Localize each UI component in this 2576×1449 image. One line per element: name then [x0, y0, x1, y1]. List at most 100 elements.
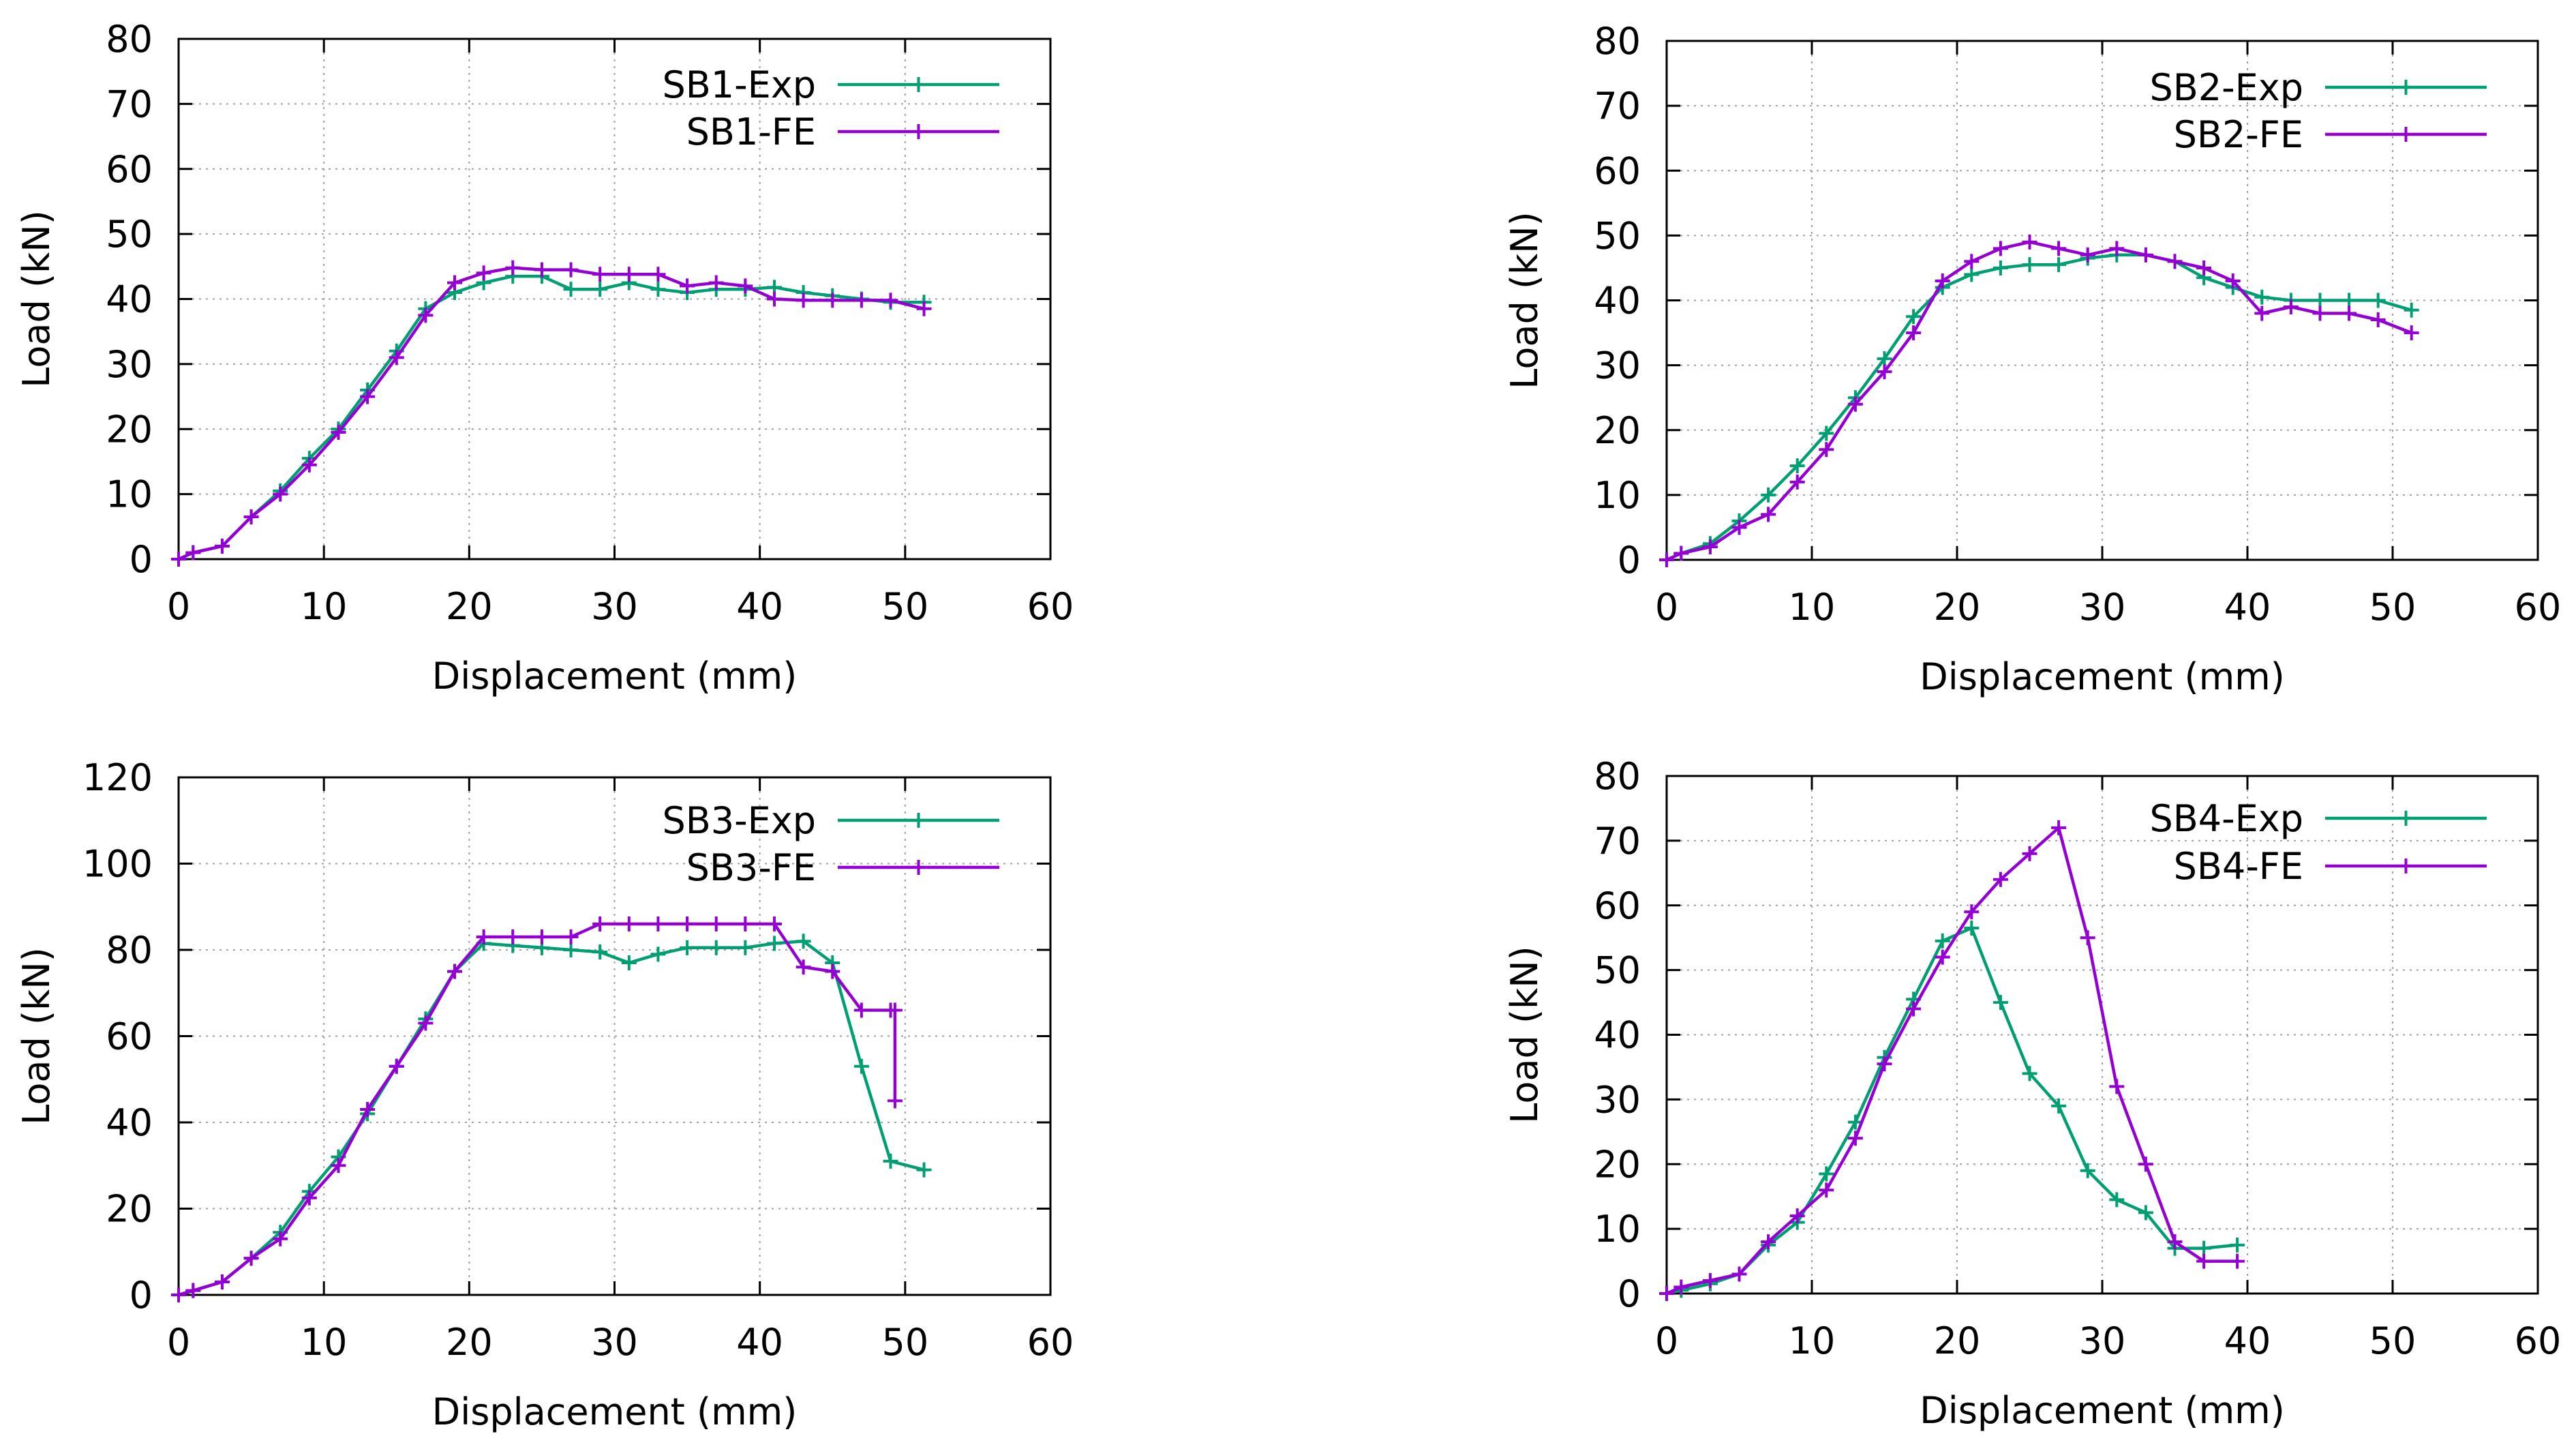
data-point	[2022, 234, 2037, 250]
data-point	[418, 308, 434, 323]
x-tick-label: 60	[1027, 1321, 1074, 1364]
x-tick-label: 50	[881, 585, 928, 628]
data-point	[853, 1002, 869, 1018]
data-point	[2370, 293, 2386, 308]
data-point	[795, 933, 811, 949]
data-point	[825, 293, 840, 308]
x-tick-label: 60	[2515, 1319, 2562, 1362]
x-axis-label: Displacement (mm)	[1920, 1389, 2285, 1432]
data-point	[1877, 1056, 1892, 1072]
series-line	[178, 922, 897, 1297]
data-point	[883, 1153, 898, 1169]
data-point	[592, 944, 608, 960]
legend-marker	[911, 813, 926, 828]
data-point	[1847, 1131, 1863, 1146]
data-point	[171, 1287, 186, 1302]
data-point	[2109, 1079, 2125, 1094]
x-tick-label: 0	[167, 585, 190, 628]
legend-marker	[911, 124, 926, 139]
legend-marker	[2398, 127, 2414, 142]
y-tick-label: 60	[106, 1015, 153, 1058]
x-tick-label: 10	[301, 1321, 348, 1364]
data-point	[1819, 442, 1834, 458]
data-point	[766, 291, 782, 307]
x-tick-label: 50	[2369, 586, 2416, 629]
y-tick-label: 50	[106, 213, 153, 256]
x-tick-label: 0	[1655, 1319, 1678, 1362]
data-point	[2051, 241, 2067, 256]
data-point	[476, 265, 491, 281]
y-tick-label: 0	[130, 538, 153, 581]
legend-label: SB1-Exp	[662, 63, 816, 106]
data-point	[185, 545, 201, 561]
x-tick-label: 30	[591, 585, 638, 628]
data-point	[1992, 241, 2008, 256]
data-point	[476, 929, 491, 945]
chart-sb4: 0 10 20 30 40 50 60 0 10 20 30 40 50 60 70 80 Displaceme…	[1503, 755, 2561, 1432]
data-point	[1935, 933, 1950, 948]
series-line	[1666, 926, 2238, 1296]
data-point	[2404, 302, 2419, 318]
legend-marker	[2398, 858, 2414, 873]
data-point	[1964, 904, 1980, 920]
y-tick-label: 30	[106, 343, 153, 386]
chart-sb2: 0 10 20 30 40 50 60 0 10 20 30 40 50 60 70 80 Displaceme…	[1503, 20, 2561, 698]
y-tick-label: 120	[82, 756, 153, 799]
legend-label: SB4-FE	[2174, 845, 2303, 888]
y-tick-label: 10	[1594, 1208, 1641, 1251]
data-point	[185, 1283, 201, 1298]
data-point	[1761, 507, 1776, 522]
legend-label: SB2-Exp	[2149, 66, 2303, 109]
y-tick-label: 0	[1618, 539, 1641, 582]
series-sb2-exp	[1659, 247, 2419, 567]
data-point	[2370, 312, 2386, 328]
data-point	[916, 1162, 932, 1178]
data-point	[766, 936, 782, 951]
series-sb4-fe	[1659, 820, 2245, 1301]
data-point	[883, 293, 898, 308]
data-point	[2138, 247, 2153, 263]
x-tick-label: 20	[446, 1321, 493, 1364]
y-tick-label: 40	[1594, 280, 1641, 323]
data-point	[680, 940, 695, 955]
y-tick-label: 60	[1594, 149, 1641, 192]
data-point	[650, 946, 666, 962]
data-point	[621, 955, 637, 970]
series-line	[178, 940, 925, 1297]
x-tick-label: 50	[881, 1321, 928, 1364]
data-point	[2051, 257, 2067, 273]
data-point	[1877, 364, 1892, 380]
data-point	[563, 262, 579, 278]
x-tick-label: 20	[1934, 1319, 1981, 1362]
legend-label: SB1-FE	[686, 110, 816, 153]
data-point	[2022, 846, 2037, 861]
series-sb3-fe	[171, 916, 903, 1302]
data-point	[738, 278, 753, 294]
data-point	[1906, 325, 1922, 341]
y-tick-label: 50	[1594, 949, 1641, 992]
data-point	[1789, 1208, 1805, 1224]
series-line	[1666, 240, 2412, 562]
data-point	[1702, 1273, 1718, 1289]
y-tick-label: 70	[1594, 820, 1641, 863]
data-point	[766, 916, 782, 932]
data-point	[2022, 257, 2037, 273]
legend-marker	[2398, 811, 2414, 826]
legend-marker	[2398, 80, 2414, 95]
x-tick-label: 10	[1789, 1319, 1836, 1362]
data-point	[534, 262, 549, 278]
data-point	[1992, 995, 2008, 1011]
data-point	[1992, 871, 2008, 887]
data-point	[2109, 241, 2125, 256]
data-point	[2196, 1240, 2212, 1256]
data-point	[2225, 273, 2241, 288]
data-point	[1659, 552, 1674, 567]
y-tick-label: 20	[1594, 409, 1641, 452]
y-tick-label: 60	[106, 148, 153, 191]
data-point	[621, 916, 637, 932]
data-point	[331, 425, 346, 440]
data-point	[650, 267, 666, 282]
y-tick-label: 30	[1594, 344, 1641, 387]
data-point	[2138, 1205, 2153, 1221]
x-tick-label: 40	[2224, 586, 2271, 629]
